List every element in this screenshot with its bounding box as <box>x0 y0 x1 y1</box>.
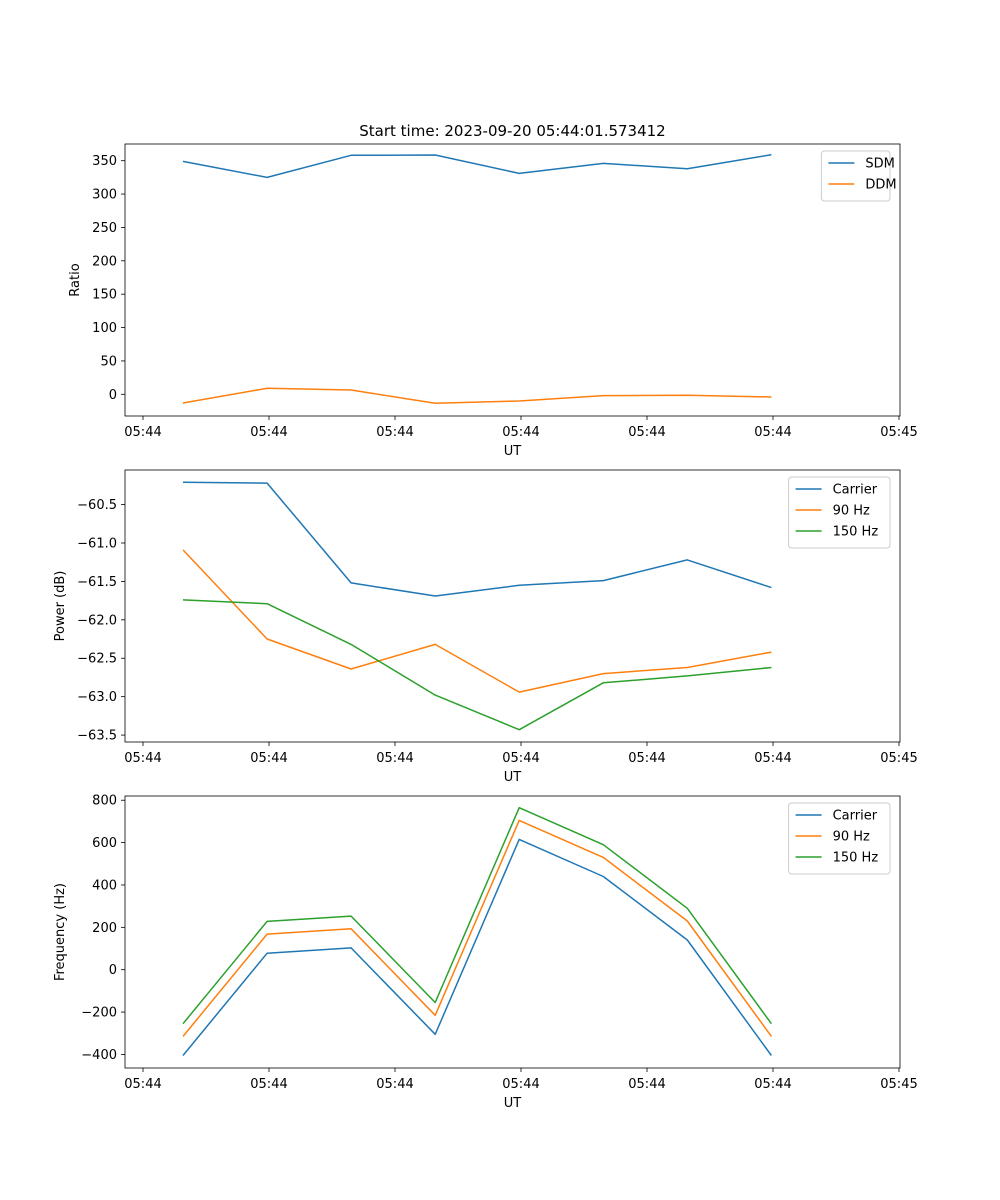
legend-label: 150 Hz <box>833 851 879 866</box>
x-tick-label: 05:44 <box>250 1077 287 1092</box>
x-tick-label: 05:44 <box>502 1077 539 1092</box>
x-tick-label: 05:44 <box>250 751 287 766</box>
legend-label: SDM <box>865 157 894 172</box>
y-tick-label: −63.5 <box>77 729 117 744</box>
x-tick-label: 05:44 <box>124 1077 161 1092</box>
y-tick-label: −62.0 <box>77 613 117 628</box>
y-tick-label: 200 <box>92 921 117 936</box>
axes-frame <box>124 143 901 417</box>
x-tick-label: 05:44 <box>376 1077 413 1092</box>
x-tick-label: 05:44 <box>124 751 161 766</box>
y-tick-label: 400 <box>92 878 117 893</box>
x-tick-label: 05:44 <box>124 425 161 440</box>
x-tick-label: 05:44 <box>628 425 665 440</box>
chart-panel-1: 05:44 05:44 05:44 05:44 05:44 05:44 05:45 0 50 10… <box>68 143 918 459</box>
y-tick-label: −200 <box>81 1006 117 1021</box>
y-tick-label: 50 <box>100 354 117 369</box>
y-tick-label: −61.5 <box>77 575 117 590</box>
series-line-carrier <box>182 838 773 1056</box>
x-tick-label: 05:45 <box>880 751 917 766</box>
y-tick-label: 300 <box>92 188 117 203</box>
series-line-carrier <box>182 481 772 597</box>
x-axis-label: UT <box>504 444 522 459</box>
y-tick-label: 0 <box>109 388 117 403</box>
legend-label: 150 Hz <box>833 525 879 540</box>
x-tick-label: 05:44 <box>628 751 665 766</box>
y-tick-label: 600 <box>92 836 117 851</box>
legend: Carrier 90 Hz 150 Hz <box>788 476 891 549</box>
legend-label: Carrier <box>833 809 878 824</box>
series-line-150-hz <box>182 599 772 731</box>
figure-title: Start time: 2023-09-20 05:44:01.573412 <box>359 122 665 140</box>
y-axis-label: Power (dB) <box>53 571 68 642</box>
legend-label: 90 Hz <box>833 504 870 519</box>
legend-label: Carrier <box>833 483 878 498</box>
x-tick-label: 05:44 <box>628 1077 665 1092</box>
x-tick-label: 05:44 <box>754 751 791 766</box>
x-tick-label: 05:44 <box>754 425 791 440</box>
chart-panel-3: 05:44 05:44 05:44 05:44 05:44 05:44 05:45 −400 −… <box>53 794 918 1111</box>
legend: Carrier 90 Hz 150 Hz <box>788 802 891 875</box>
x-tick-label: 05:45 <box>880 425 917 440</box>
panels: 05:44 05:44 05:44 05:44 05:44 05:44 05:45 0 50 10… <box>53 143 918 1111</box>
y-tick-label: −400 <box>81 1048 117 1063</box>
x-tick-label: 05:45 <box>880 1077 917 1092</box>
y-tick-label: −61.0 <box>77 536 117 551</box>
x-tick-label: 05:44 <box>376 425 413 440</box>
axes-frame <box>124 795 901 1069</box>
legend: SDM DDM <box>820 150 897 202</box>
y-tick-label: −62.5 <box>77 652 117 667</box>
x-tick-label: 05:44 <box>754 1077 791 1092</box>
x-tick-label: 05:44 <box>502 751 539 766</box>
y-tick-label: 250 <box>92 221 117 236</box>
y-tick-label: 0 <box>109 963 117 978</box>
legend-label: 90 Hz <box>833 830 870 845</box>
y-axis-label: Frequency (Hz) <box>53 883 68 981</box>
series-line-ddm <box>182 387 772 405</box>
x-axis-label: UT <box>504 770 522 785</box>
x-tick-label: 05:44 <box>376 751 413 766</box>
y-tick-label: 200 <box>92 254 117 269</box>
x-tick-label: 05:44 <box>250 425 287 440</box>
series-line-90-hz <box>182 549 772 693</box>
y-tick-label: 100 <box>92 321 117 336</box>
series-line-150-hz <box>182 806 773 1025</box>
y-tick-label: −63.0 <box>77 690 117 705</box>
y-tick-label: 350 <box>92 154 117 169</box>
x-axis-label: UT <box>504 1096 522 1111</box>
y-tick-label: 150 <box>92 288 117 303</box>
y-tick-label: −60.5 <box>77 498 117 513</box>
series-line-90-hz <box>182 819 773 1037</box>
series-line-sdm <box>182 153 772 179</box>
chart-panel-2: 05:44 05:44 05:44 05:44 05:44 05:44 05:45 −63.5… <box>53 469 918 785</box>
axes-frame <box>124 469 901 743</box>
x-tick-label: 05:44 <box>502 425 539 440</box>
y-axis-label: Ratio <box>68 263 83 296</box>
y-tick-label: 800 <box>92 794 117 809</box>
legend-label: DDM <box>865 178 896 193</box>
